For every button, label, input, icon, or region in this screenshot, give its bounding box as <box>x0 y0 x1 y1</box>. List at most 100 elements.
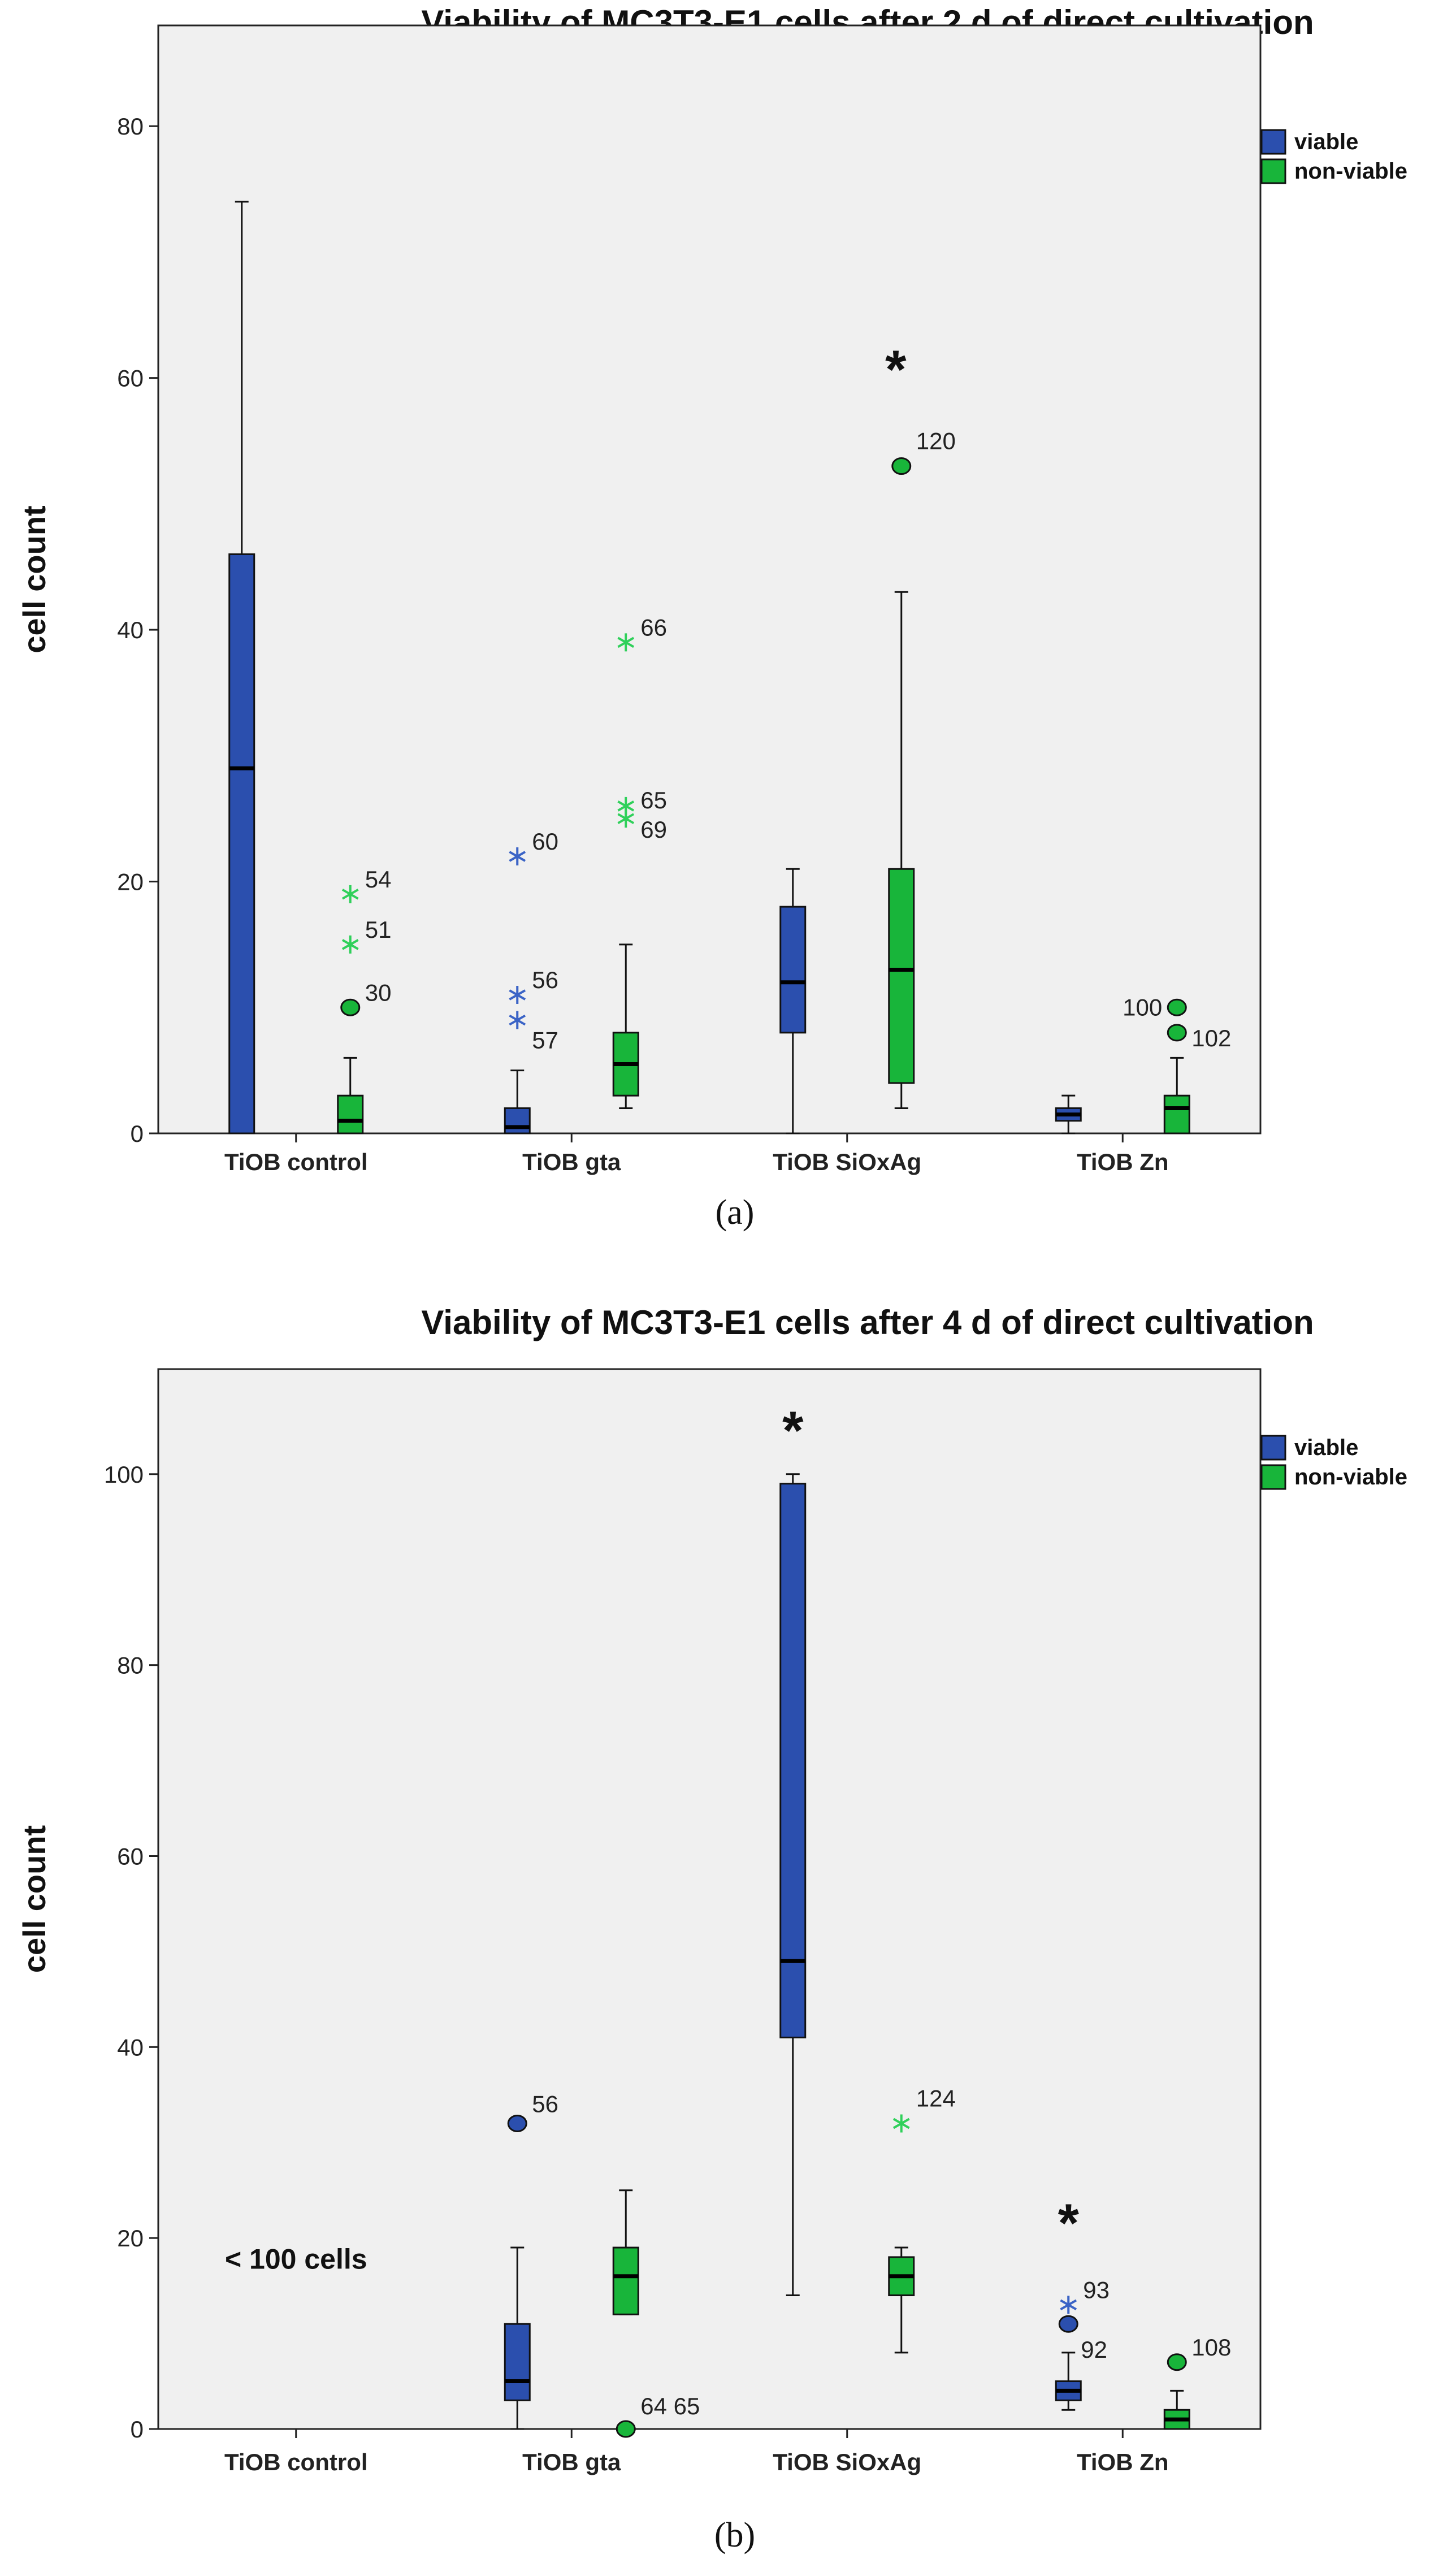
y-tick-label: 20 <box>117 2225 144 2251</box>
outlier-label: 65 <box>640 787 667 813</box>
box-plot <box>1055 2352 1082 2411</box>
x-tick-label: TiOB gta <box>522 2449 621 2475</box>
series-viable: 56 93 92 <box>504 1473 1110 2430</box>
box <box>337 1094 364 1135</box>
chart-panel-a: Viability of MC3T3-E1 cells after 2 d of… <box>16 3 1407 1232</box>
legend-swatch-viable <box>1260 129 1286 155</box>
outlier-label: 93 <box>1083 2276 1110 2303</box>
legend-label: viable <box>1294 1435 1358 1460</box>
y-tick-label: 100 <box>104 1461 144 1488</box>
x-tick-label: TiOB SiOxAg <box>773 2449 921 2475</box>
series-viable: 60 56 57 <box>228 201 1082 1135</box>
box-plot <box>612 943 639 1109</box>
box-plot <box>228 201 255 1135</box>
x-tick-label: TiOB SiOxAg <box>773 1149 921 1175</box>
outlier-label: 102 <box>1191 1025 1231 1051</box>
legend-swatch-non-viable <box>1260 1464 1286 1490</box>
outlier-star <box>509 847 526 865</box>
outlier-label: 30 <box>365 979 392 1006</box>
outlier-star <box>341 885 359 903</box>
box-plot <box>612 2189 639 2315</box>
outlier-star <box>892 2114 910 2133</box>
outlier-label: 56 <box>532 2090 558 2117</box>
panel-label: (b) <box>714 2516 755 2554</box>
box-plot <box>504 2246 531 2430</box>
box <box>228 553 255 1135</box>
box-plot <box>1055 1094 1082 1135</box>
x-tick-label: TiOB Zn <box>1077 2449 1169 2475</box>
outlier-label: 64 65 <box>640 2393 700 2419</box>
y-axis-label: cell count <box>16 505 52 653</box>
plot-area <box>157 24 1262 1135</box>
y-tick-label: 40 <box>117 617 144 643</box>
y-tick-label: 0 <box>131 2416 144 2443</box>
outlier-star <box>509 1011 526 1029</box>
box-plot <box>1163 2389 1190 2430</box>
box <box>1163 1094 1190 1135</box>
chart-title: Viability of MC3T3-E1 cells after 4 d of… <box>421 1304 1314 1341</box>
y-tick-label: 20 <box>117 869 144 895</box>
chart-panel-b: Viability of MC3T3-E1 cells after 4 d of… <box>16 1304 1407 2554</box>
significance-marker: * <box>782 1400 804 1461</box>
significance-marker: * <box>1058 2193 1080 2253</box>
box <box>888 868 915 1084</box>
outlier-circle <box>1167 1024 1187 1042</box>
outlier-star <box>1060 2296 1077 2314</box>
plot-area <box>157 1368 1262 2430</box>
annotation-note: < 100 cells <box>225 2244 367 2275</box>
legend-label: non-viable <box>1294 1465 1407 1489</box>
outlier-star <box>617 809 635 828</box>
legend-swatch-non-viable <box>1260 158 1286 184</box>
outlier-label: 57 <box>532 1027 558 1054</box>
outlier-star <box>617 633 635 652</box>
x-tick-label: TiOB gta <box>522 1149 621 1175</box>
box-plot <box>779 868 807 1135</box>
outlier-star <box>341 935 359 954</box>
x-tick-label: TiOB Zn <box>1077 1149 1169 1175</box>
box <box>504 1107 531 1135</box>
legend-label: viable <box>1294 129 1358 154</box>
legend-swatch-viable <box>1260 1435 1286 1461</box>
box <box>779 1483 807 2038</box>
y-tick-label: 40 <box>117 2034 144 2060</box>
series-non-viable: 54 51 30 66 65 69 120 100 102 <box>337 428 1231 1135</box>
outlier-label: 120 <box>916 428 956 454</box>
outlier-circle <box>1058 2315 1078 2333</box>
outlier-label: 54 <box>365 866 392 893</box>
significance-marker: * <box>885 339 907 400</box>
outlier-circle <box>507 2114 527 2132</box>
series-non-viable: 64 65 124 108 <box>612 2085 1231 2438</box>
box-plot <box>888 591 915 1109</box>
box <box>504 2323 531 2401</box>
outlier-circle <box>340 998 361 1016</box>
box-plot <box>888 2246 915 2354</box>
outlier-label: 69 <box>640 816 667 843</box>
legend: viable non-viable <box>1260 1435 1407 1490</box>
outlier-circle <box>1167 2353 1187 2371</box>
outlier-label: 108 <box>1191 2334 1231 2361</box>
outlier-star <box>509 986 526 1004</box>
outlier-label: 60 <box>532 828 558 855</box>
box <box>612 2246 639 2315</box>
legend-label: non-viable <box>1294 159 1407 184</box>
panel-label: (a) <box>716 1193 755 1232</box>
box-plot <box>504 1070 531 1135</box>
outlier-label: 66 <box>640 614 667 640</box>
box-plot <box>337 1056 364 1135</box>
outlier-circle <box>891 457 912 475</box>
box <box>779 906 807 1034</box>
y-tick-label: 0 <box>131 1120 144 1147</box>
outlier-circle <box>1167 998 1187 1016</box>
box-plot <box>1163 1056 1190 1135</box>
outlier-label: 124 <box>916 2085 956 2111</box>
outlier-circle <box>616 2420 636 2438</box>
y-tick-label: 80 <box>117 113 144 140</box>
x-tick-label: TiOB control <box>224 2449 368 2475</box>
outlier-label: 51 <box>365 916 392 943</box>
y-tick-label: 80 <box>117 1652 144 1679</box>
legend: viable non-viable <box>1260 129 1407 184</box>
x-tick-label: TiOB control <box>224 1149 368 1175</box>
box-plot <box>779 1473 807 2297</box>
outlier-label: 92 <box>1081 2336 1107 2363</box>
